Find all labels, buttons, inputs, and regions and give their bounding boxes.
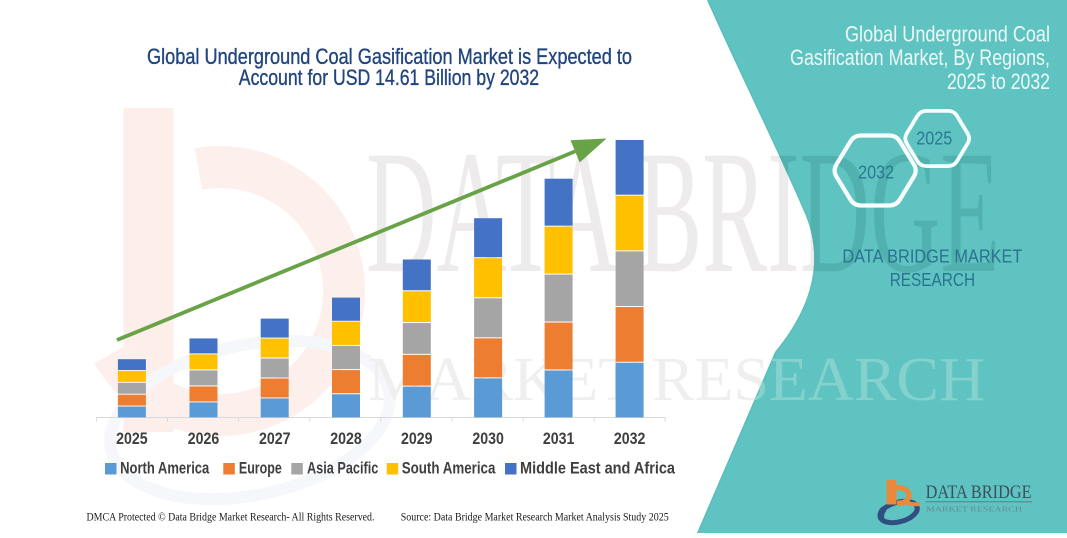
- svg-text:2030: 2030: [472, 429, 504, 448]
- svg-text:RESEARCH: RESEARCH: [890, 270, 975, 290]
- svg-text:Europe: Europe: [239, 459, 282, 477]
- svg-text:Middle East and Africa: Middle East and Africa: [520, 459, 676, 477]
- svg-text:DATA BRIDGE MARKET: DATA BRIDGE MARKET: [842, 247, 1022, 267]
- svg-text:Source: Data Bridge Market Res: Source: Data Bridge Market Research Mark…: [401, 510, 669, 524]
- svg-text:Account for USD 14.61 Billion: Account for USD 14.61 Billion by 2032: [239, 65, 539, 90]
- svg-text:Gasification Market, By Region: Gasification Market, By Regions,: [790, 45, 1050, 70]
- svg-text:2032: 2032: [614, 429, 646, 448]
- svg-text:2027: 2027: [259, 429, 291, 448]
- svg-text:MARKET RESEARCH: MARKET RESEARCH: [926, 505, 1022, 513]
- svg-text:Global Underground Coal Gasifi: Global Underground Coal Gasification Mar…: [147, 44, 632, 69]
- svg-text:2026: 2026: [188, 429, 220, 448]
- svg-text:Global Underground Coal: Global Underground Coal: [845, 22, 1050, 47]
- svg-text:DMCA Protected © Data Bridge M: DMCA Protected © Data Bridge Market Rese…: [87, 510, 375, 524]
- svg-text:2025: 2025: [116, 429, 148, 448]
- svg-text:2025 to 2032: 2025 to 2032: [947, 69, 1050, 94]
- svg-text:2028: 2028: [330, 429, 362, 448]
- svg-text:2032: 2032: [858, 162, 894, 183]
- svg-text:North America: North America: [120, 459, 210, 477]
- svg-text:Asia Pacific: Asia Pacific: [307, 459, 378, 477]
- svg-text:DATA BRIDGE: DATA BRIDGE: [926, 482, 1032, 503]
- svg-text:2029: 2029: [401, 429, 433, 448]
- svg-text:South America: South America: [402, 459, 496, 477]
- svg-text:2031: 2031: [543, 429, 575, 448]
- svg-text:2025: 2025: [916, 129, 952, 149]
